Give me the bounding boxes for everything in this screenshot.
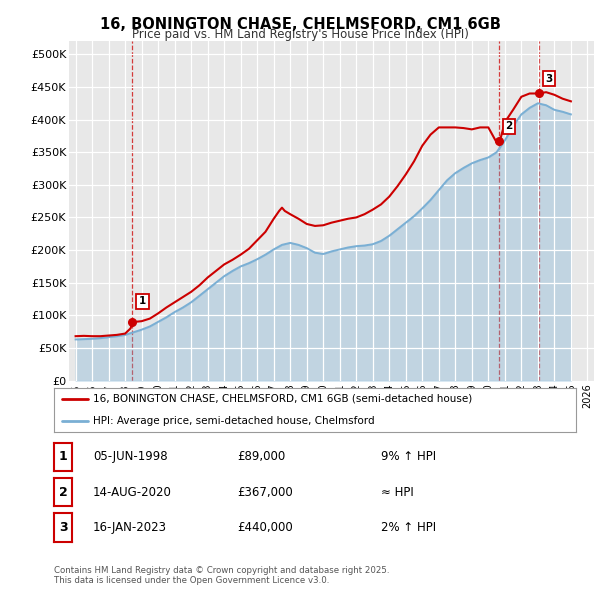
Text: 2: 2: [505, 122, 512, 132]
Text: 16-JAN-2023: 16-JAN-2023: [93, 521, 167, 534]
Text: 05-JUN-1998: 05-JUN-1998: [93, 450, 167, 463]
Text: 3: 3: [59, 521, 67, 534]
Text: 16, BONINGTON CHASE, CHELMSFORD, CM1 6GB: 16, BONINGTON CHASE, CHELMSFORD, CM1 6GB: [100, 17, 500, 31]
Text: ≈ HPI: ≈ HPI: [381, 486, 414, 499]
Text: Contains HM Land Registry data © Crown copyright and database right 2025.
This d: Contains HM Land Registry data © Crown c…: [54, 566, 389, 585]
Text: 2% ↑ HPI: 2% ↑ HPI: [381, 521, 436, 534]
Text: HPI: Average price, semi-detached house, Chelmsford: HPI: Average price, semi-detached house,…: [93, 416, 375, 426]
Text: 1: 1: [139, 296, 146, 306]
Text: 3: 3: [545, 74, 553, 84]
Text: 1: 1: [59, 450, 67, 463]
Text: 2: 2: [59, 486, 67, 499]
Text: £89,000: £89,000: [237, 450, 285, 463]
Text: 9% ↑ HPI: 9% ↑ HPI: [381, 450, 436, 463]
Text: 16, BONINGTON CHASE, CHELMSFORD, CM1 6GB (semi-detached house): 16, BONINGTON CHASE, CHELMSFORD, CM1 6GB…: [93, 394, 472, 404]
Text: £367,000: £367,000: [237, 486, 293, 499]
Text: Price paid vs. HM Land Registry's House Price Index (HPI): Price paid vs. HM Land Registry's House …: [131, 28, 469, 41]
Text: £440,000: £440,000: [237, 521, 293, 534]
Text: 14-AUG-2020: 14-AUG-2020: [93, 486, 172, 499]
